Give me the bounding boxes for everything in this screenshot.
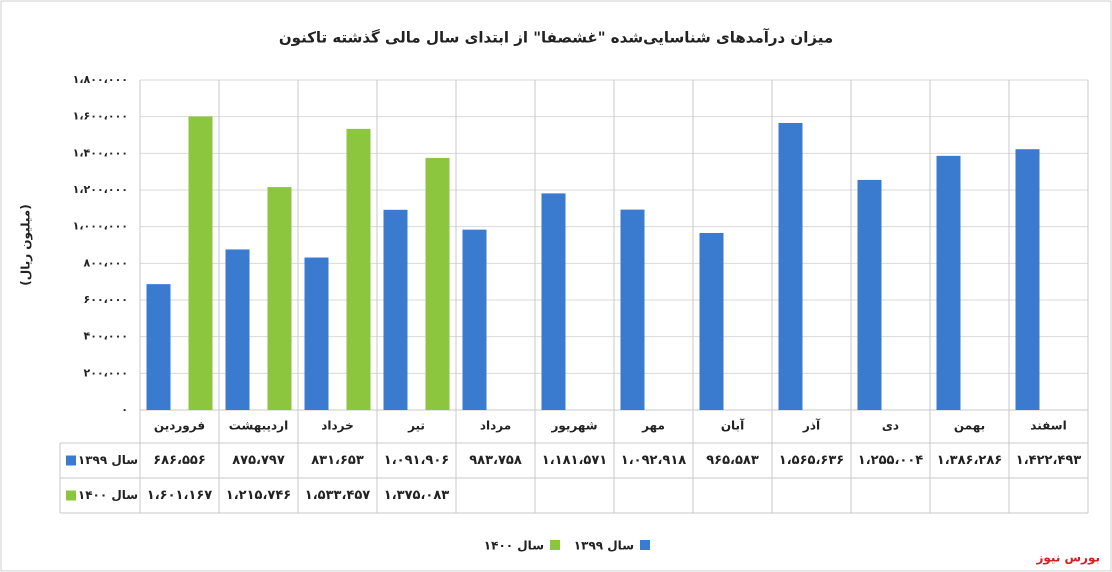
source: بورس نیوز (1035, 551, 1100, 566)
data-label: ۸۷۵،۷۹۷ (232, 453, 285, 468)
x-tick-label: آذر (802, 418, 821, 433)
bar (225, 249, 250, 410)
data-label: ۱،۱۸۱،۵۷۱ (542, 453, 607, 468)
y-axis-label: (میلیون ریال) (19, 204, 34, 285)
y-tick-label: ۰ (121, 403, 128, 416)
data-label: ۱،۴۲۲،۴۹۳ (1016, 453, 1081, 468)
x-tick-label: آبان (721, 418, 745, 433)
x-tick-label: خرداد (321, 419, 354, 433)
data-label: ۱،۳۸۶،۲۸۶ (937, 453, 1002, 468)
data-label: ۶۸۶،۵۵۶ (153, 453, 206, 468)
x-tick-label: مهر (641, 419, 665, 433)
y-tick-label: ۶۰۰،۰۰۰ (84, 293, 128, 306)
legend-label: سال ۱۳۹۹ (574, 539, 634, 553)
x-tick-label: دی (882, 419, 899, 433)
data-label: ۱،۰۹۱،۹۰۶ (384, 453, 449, 468)
data-label: ۱،۰۹۲،۹۱۸ (621, 453, 686, 468)
bar (304, 257, 329, 410)
legend-swatch (66, 490, 76, 501)
y-tick-label: ۱،۴۰۰،۰۰۰ (73, 146, 128, 159)
y-tick-label: ۱،۲۰۰،۰۰۰ (73, 183, 128, 196)
bar (541, 193, 566, 410)
legend-label: سال ۱۴۰۰ (484, 539, 544, 553)
legend-swatch (66, 455, 76, 466)
bar (1015, 149, 1040, 411)
x-tick-label: مرداد (480, 419, 511, 433)
bar (425, 157, 450, 410)
bar (346, 128, 371, 410)
legend-swatch (550, 540, 560, 550)
bar (699, 232, 724, 410)
y-tick-label: ۱،۶۰۰،۰۰۰ (73, 110, 128, 123)
x-tick-label: اردیبهشت (229, 419, 288, 433)
row-header: سال ۱۳۹۹ (78, 453, 138, 467)
chart-title: میزان درآمدهای شناسایی‌شده "غشصفا" از اب… (279, 29, 833, 47)
bar (936, 155, 961, 410)
y-tick-label: ۱،۸۰۰،۰۰۰ (73, 73, 128, 86)
x-tick-label: تیر (407, 419, 425, 433)
bar (857, 179, 882, 410)
data-label: ۱،۲۱۵،۷۴۶ (226, 488, 291, 503)
y-tick-label: ۲۰۰،۰۰۰ (84, 366, 128, 379)
legend-swatch (640, 540, 650, 550)
data-label: ۱،۵۳۳،۴۵۷ (305, 488, 370, 503)
data-label: ۱،۳۷۵،۰۸۳ (384, 488, 449, 503)
data-label: ۹۶۵،۵۸۳ (706, 453, 759, 468)
row-header: سال ۱۴۰۰ (78, 488, 138, 502)
bar (146, 284, 171, 410)
bar (462, 229, 487, 410)
data-label: ۸۳۱،۶۵۳ (311, 453, 364, 468)
x-tick-label: فروردین (154, 419, 205, 434)
y-tick-label: ۸۰۰،۰۰۰ (84, 256, 128, 269)
x-tick-label: شهریور (550, 419, 597, 434)
bar (267, 187, 292, 410)
data-label: ۹۸۳،۷۵۸ (469, 453, 522, 468)
bar (778, 122, 803, 410)
bar (383, 209, 408, 410)
x-tick-label: اسفند (1030, 419, 1066, 433)
y-tick-label: ۱،۰۰۰،۰۰۰ (73, 220, 128, 233)
y-tick-label: ۴۰۰،۰۰۰ (84, 330, 128, 343)
x-tick-label: بهمن (954, 419, 985, 433)
bar (188, 116, 213, 411)
bar (620, 209, 645, 410)
data-label: ۱،۵۶۵،۶۳۶ (779, 453, 844, 468)
data-label: ۱،۲۵۵،۰۰۴ (858, 453, 923, 468)
data-label: ۱،۶۰۱،۱۶۷ (147, 488, 212, 503)
